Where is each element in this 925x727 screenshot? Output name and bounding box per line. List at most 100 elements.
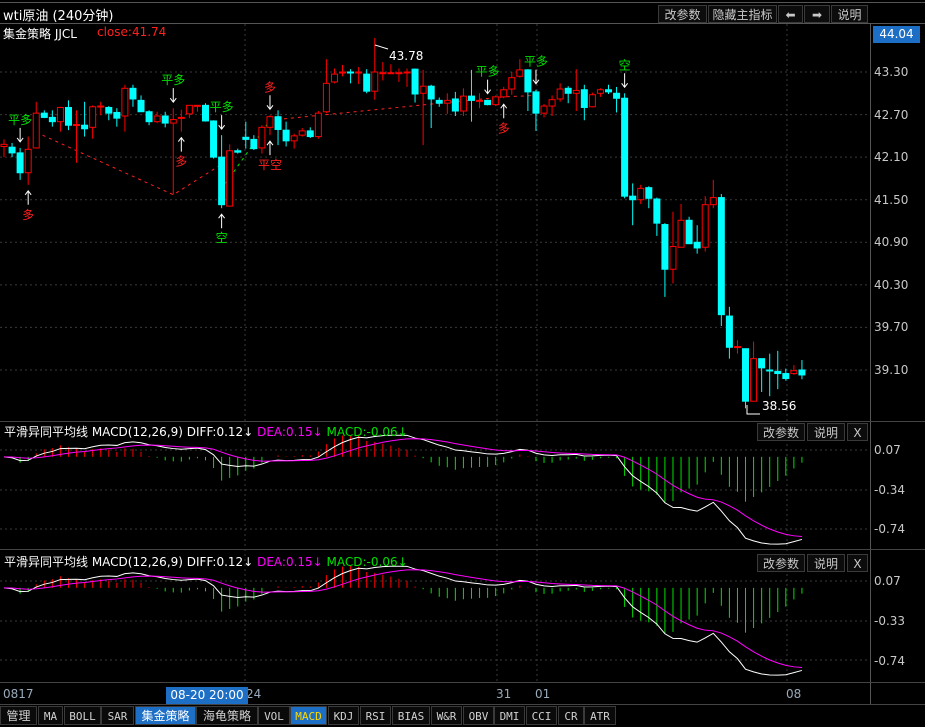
- price-tick: 40.30: [874, 277, 909, 292]
- tab-7[interactable]: MACD: [290, 706, 327, 725]
- diff-value: DIFF:0.12↓: [186, 555, 254, 569]
- signal-label: 平多: [210, 100, 234, 114]
- tab-2[interactable]: BOLL: [64, 706, 101, 725]
- macd-pane-1-diff-line: [3, 434, 803, 545]
- candle-down: [81, 124, 89, 130]
- candle-down: [742, 348, 750, 402]
- candle-up: [97, 105, 105, 108]
- candle-up: [733, 346, 741, 349]
- candle-up: [290, 135, 298, 142]
- candle-up: [395, 72, 403, 75]
- tab-12[interactable]: OBV: [463, 706, 494, 725]
- signal-label: 多: [264, 80, 276, 94]
- top-border: [0, 2, 925, 3]
- arrow-up-icon: [177, 136, 185, 152]
- macd1-tick: 0.07: [874, 443, 901, 457]
- candle-up: [169, 119, 177, 124]
- candle-up: [24, 148, 32, 174]
- macd-pane-1-help-button[interactable]: 说明: [807, 423, 845, 441]
- tab-6[interactable]: VOL: [258, 706, 290, 725]
- candle-down: [129, 87, 137, 100]
- candle-up: [572, 89, 580, 94]
- macd-pane-1-close-button[interactable]: X: [847, 423, 868, 441]
- scroll-right-button[interactable]: ➡: [804, 5, 830, 23]
- candle-down: [798, 369, 806, 376]
- candle-up: [177, 116, 185, 119]
- macd-pane-1-edit-button[interactable]: 改参数: [757, 423, 805, 441]
- candle-down: [137, 99, 145, 113]
- price-tick: 40.90: [874, 235, 909, 250]
- high-marker: [374, 44, 389, 50]
- signal-label: 平多: [8, 113, 32, 127]
- candle-down: [693, 241, 701, 249]
- candle-up: [419, 85, 427, 94]
- candlestick-chart[interactable]: 平多多平多多平多空多平空平多多平多空: [0, 0, 925, 705]
- candle-down: [210, 120, 218, 158]
- arrow-up-icon: [24, 189, 32, 205]
- signal-label: 多: [498, 121, 510, 135]
- tab-8[interactable]: KDJ: [328, 706, 359, 725]
- candle-up: [492, 96, 500, 106]
- candle-down: [645, 187, 653, 199]
- candle-up: [556, 88, 564, 100]
- tab-4[interactable]: 集金策略: [135, 706, 196, 725]
- arrow-up-icon: [500, 103, 508, 119]
- candle-down: [161, 115, 169, 124]
- candle-down: [621, 97, 629, 197]
- candle-up: [443, 99, 451, 104]
- high-label: 43.78: [389, 49, 424, 63]
- macd-name: 平滑异同平均线 MACD(12,26,9): [4, 555, 183, 569]
- help-button[interactable]: 说明: [831, 5, 868, 23]
- time-label: 31: [496, 687, 512, 701]
- macd-pane-2-edit-button[interactable]: 改参数: [757, 554, 805, 572]
- candle-up: [709, 197, 717, 206]
- edit-params-button[interactable]: 改参数: [658, 5, 707, 23]
- macd2-tick: 0.07: [874, 574, 901, 588]
- candle-up: [56, 106, 64, 123]
- candle-up: [258, 126, 266, 149]
- candle-down: [250, 138, 258, 150]
- tab-0[interactable]: 管理: [0, 706, 37, 725]
- tab-5[interactable]: 海龟策略: [196, 706, 258, 725]
- macd-pane-2-help-button[interactable]: 说明: [807, 554, 845, 572]
- candle-up: [355, 71, 363, 74]
- tabs-divider: [0, 704, 925, 705]
- candle-up: [379, 72, 387, 75]
- diff-value: DIFF:0.12↓: [186, 425, 254, 439]
- candle-down: [16, 152, 24, 174]
- candle-down: [274, 116, 282, 130]
- arrow-down-icon: [169, 88, 177, 104]
- candle-up: [588, 94, 596, 108]
- tab-1[interactable]: MA: [38, 706, 63, 725]
- tab-3[interactable]: SAR: [101, 706, 134, 725]
- candle-down: [613, 92, 621, 99]
- candle-down: [234, 150, 242, 153]
- tab-16[interactable]: ATR: [584, 706, 616, 725]
- pane-divider: [0, 421, 925, 422]
- candle-down: [467, 95, 475, 101]
- tab-9[interactable]: RSI: [360, 706, 391, 725]
- candle-down: [605, 89, 612, 93]
- macd-pane-2-close-button[interactable]: X: [847, 554, 868, 572]
- tab-10[interactable]: BIAS: [392, 706, 430, 725]
- hide-main-indicator-button[interactable]: 隐藏主指标: [708, 5, 777, 23]
- candle-up: [226, 150, 234, 207]
- close-label: close:41.74: [97, 25, 167, 39]
- candle-up: [0, 143, 8, 147]
- trend-line: [269, 94, 536, 121]
- candle-up: [508, 77, 516, 90]
- tab-14[interactable]: CCI: [526, 706, 557, 725]
- strategy-name: 集金策略 JJCL: [3, 27, 77, 41]
- tab-11[interactable]: W&R: [431, 706, 462, 725]
- macd-pane-2-dea-line: [3, 569, 802, 669]
- candle-down: [64, 106, 72, 126]
- scroll-left-button[interactable]: ⬅: [778, 5, 803, 23]
- candle-down: [347, 71, 355, 74]
- tab-15[interactable]: CR: [558, 706, 584, 725]
- candle-up: [32, 112, 40, 149]
- tab-13[interactable]: DMI: [494, 706, 525, 725]
- candle-up: [677, 219, 685, 248]
- price-tick: 43.30: [874, 65, 909, 79]
- candle-down: [766, 369, 774, 372]
- candle-down: [218, 156, 226, 206]
